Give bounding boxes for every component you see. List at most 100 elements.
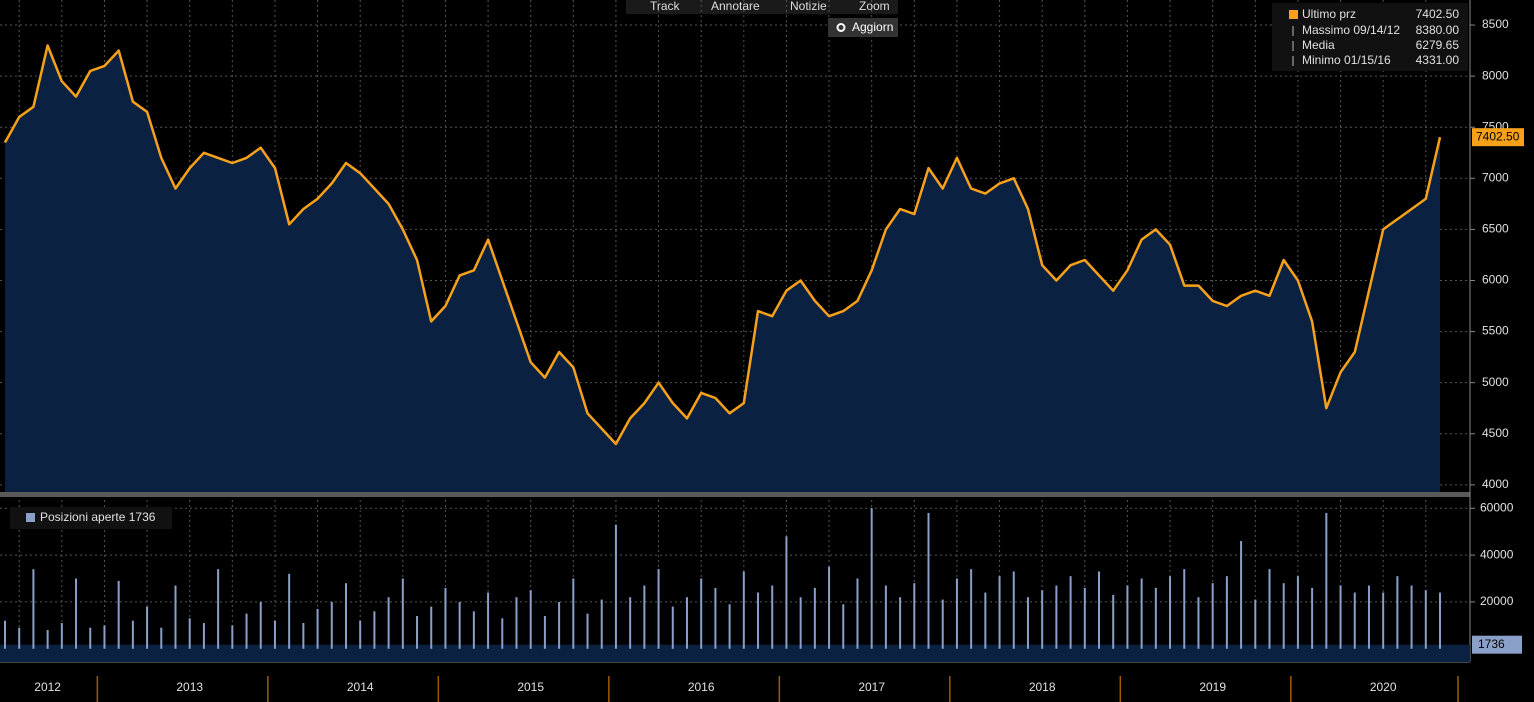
last-value-label: 7402.50	[1476, 129, 1520, 143]
bar	[75, 578, 78, 649]
toolbar-bg	[626, 0, 898, 14]
bar	[984, 592, 987, 649]
x-tick-label: 2012	[34, 680, 61, 694]
bar	[1240, 541, 1243, 649]
bar	[401, 578, 404, 649]
bar	[1353, 592, 1356, 649]
toolbar-button[interactable]: Zoom	[859, 0, 890, 13]
bar	[572, 578, 575, 649]
legend-swatch	[1289, 10, 1298, 19]
legend-date: 01/15/16	[1344, 53, 1391, 67]
last-value-label: 1736	[1478, 637, 1505, 651]
legend-value: 4331.00	[1416, 53, 1460, 67]
y-tick-label: 5500	[1482, 324, 1509, 338]
toolbar-button[interactable]: Track	[650, 0, 681, 13]
toolbar-button[interactable]: Annotare	[711, 0, 760, 13]
bar	[1254, 599, 1257, 649]
bar	[856, 578, 859, 649]
bar	[160, 627, 163, 649]
bar	[487, 592, 490, 649]
bar	[430, 606, 433, 649]
bar	[927, 512, 930, 649]
legend-name: Minimo	[1302, 53, 1341, 67]
y-tick-label: 4500	[1482, 426, 1509, 440]
bar	[1424, 590, 1427, 649]
last-value-box	[1472, 128, 1524, 147]
bar	[1282, 583, 1285, 649]
bar	[700, 578, 703, 649]
bar	[231, 625, 234, 649]
bar	[955, 578, 958, 649]
bar	[529, 590, 532, 649]
y-tick-label: 7000	[1482, 170, 1509, 184]
bar	[117, 580, 120, 649]
bar	[444, 587, 447, 649]
bar	[416, 615, 419, 649]
legend-box	[10, 507, 172, 529]
bar	[643, 585, 646, 649]
legend-value: 7402.50	[1416, 7, 1460, 21]
bar	[1268, 569, 1271, 649]
bar	[671, 606, 674, 649]
bar	[330, 601, 333, 649]
toolbar-button[interactable]: Aggiorn	[852, 20, 893, 34]
bar	[742, 571, 745, 649]
y-tick-label: 6000	[1482, 273, 1509, 287]
bar	[657, 569, 660, 649]
bar	[1169, 576, 1172, 649]
price-line	[3, 44, 1442, 446]
bar	[1325, 512, 1328, 649]
bar	[1126, 585, 1129, 649]
bar	[131, 620, 134, 649]
legend-label: Minimo 01/15/16	[1302, 53, 1391, 67]
bar	[543, 615, 546, 649]
bar	[1041, 590, 1044, 649]
bar	[1410, 585, 1413, 649]
toolbar-button-bg[interactable]	[828, 18, 898, 37]
toolbar-button[interactable]: Notizie	[790, 0, 827, 13]
legend-name: Massimo	[1302, 23, 1350, 37]
bar	[4, 620, 6, 649]
bar	[316, 608, 319, 649]
y-tick-label: 5000	[1482, 375, 1509, 389]
area-fill	[5, 45, 1440, 492]
bar	[1396, 576, 1399, 649]
bar	[18, 627, 21, 649]
y-tick-label: 6500	[1482, 222, 1509, 236]
x-tick-label: 2020	[1370, 680, 1397, 694]
y-tick-label: 8500	[1482, 17, 1509, 31]
legend-label: Massimo 09/14/12	[1302, 23, 1400, 37]
bar	[1069, 576, 1072, 649]
y-tick-label: 60000	[1480, 500, 1514, 514]
legend-name: Media	[1302, 38, 1335, 52]
bar	[813, 587, 816, 649]
bar	[1311, 587, 1314, 649]
x-tick-label: 2015	[517, 680, 544, 694]
y-tick-label: 20000	[1480, 594, 1514, 608]
bar	[728, 604, 731, 649]
bar	[870, 508, 873, 649]
y-tick-label: 40000	[1480, 547, 1514, 561]
bar	[1183, 569, 1186, 649]
bar	[103, 625, 106, 649]
bar	[1112, 594, 1115, 649]
toolbar-icon	[836, 23, 846, 32]
bar	[373, 611, 376, 649]
bar	[799, 597, 802, 649]
bar	[1197, 597, 1200, 649]
bar	[998, 576, 1001, 649]
bar	[970, 569, 973, 649]
bar	[785, 536, 788, 649]
bar	[1439, 592, 1441, 649]
bar	[1012, 571, 1015, 649]
area-fill	[0, 644, 1470, 662]
bar	[629, 597, 632, 649]
legend-box	[1272, 3, 1468, 71]
bar	[359, 620, 362, 649]
legend-label: Posizioni aperte 1736	[40, 510, 156, 524]
x-tick-label: 2019	[1199, 680, 1226, 694]
bar	[501, 618, 504, 649]
y-tick-label: 8000	[1482, 68, 1509, 82]
bar	[387, 597, 390, 649]
bar	[32, 569, 35, 649]
